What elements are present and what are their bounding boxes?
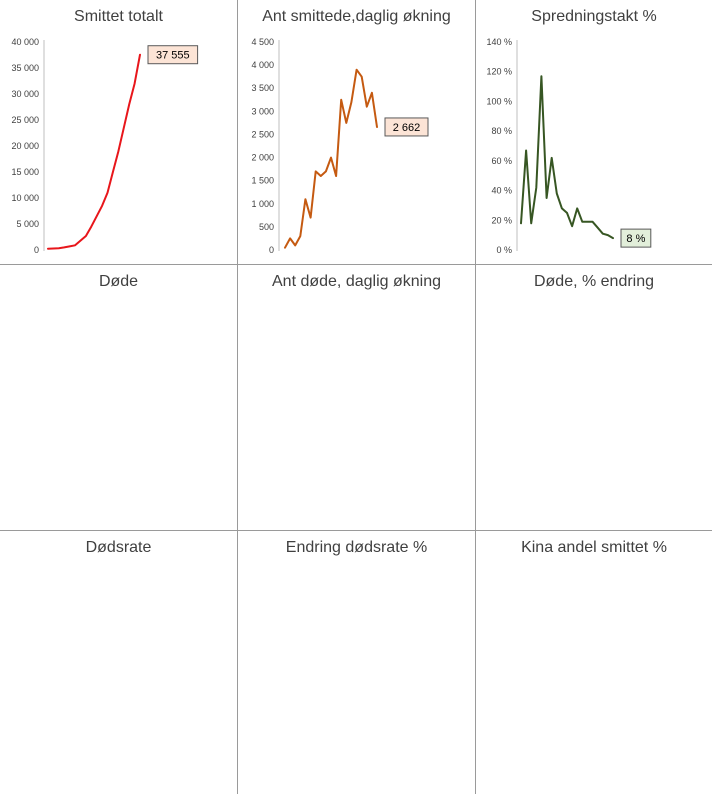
y-tick-label: 4 000 xyxy=(251,60,274,70)
y-tick-label: 140 % xyxy=(486,37,512,47)
y-tick-label: 5 000 xyxy=(16,219,39,229)
chart-svg: 0 500 1 000 1 500 2 000 2 500 3 000 3 500 4 000 4… xyxy=(251,37,429,255)
chart-title: Døde, % endring xyxy=(533,273,655,290)
svg-text:2 662: 2 662 xyxy=(393,122,421,134)
y-tick-label: 1 000 xyxy=(251,199,274,209)
y-tick-label: 25 000 xyxy=(11,115,39,125)
chart-title: Smittet totalt xyxy=(74,8,163,25)
series-line xyxy=(284,68,378,249)
chart-title: Ant smittede,daglig økning xyxy=(262,8,451,25)
chart-svg: 0 5 000 10 000 15 000 20 000 25 000 30 000 35 0… xyxy=(11,37,199,255)
end-value-label: 37 555 xyxy=(147,45,199,65)
end-value-label: 8 % xyxy=(620,228,652,248)
y-tick-label: 35 000 xyxy=(11,63,39,73)
y-tick-label: 80 % xyxy=(491,126,512,136)
y-tick-label: 500 xyxy=(259,222,274,232)
chart-title: Spredningstakt % xyxy=(531,8,657,25)
chart-panel-ant-dode-daglig: Ant døde, daglig økning 0102030405060708… xyxy=(238,265,475,530)
y-tick-label: 60 % xyxy=(491,156,512,166)
chart-title: Ant døde, daglig økning xyxy=(272,273,441,290)
y-tick-label: 4 500 xyxy=(251,37,274,47)
y-tick-label: 0 xyxy=(269,245,274,255)
series-line xyxy=(520,75,614,240)
y-tick-label: 1 500 xyxy=(251,176,274,186)
chart-panel-spredningstakt: Spredningstakt % 0 % 20 % 40 % 60 % 80 % 100 … xyxy=(476,0,712,264)
y-tick-label: 20 % xyxy=(491,215,512,225)
chart-panel-kina-andel: Kina andel smittet % 96,0 %96,5 %97,0 %9… xyxy=(476,531,712,794)
chart-panel-dode-endring: Døde, % endring 0%20%40%60%80%100%120%12… xyxy=(476,265,712,530)
y-tick-label: 40 % xyxy=(491,186,512,196)
chart-svg: 0 % 20 % 40 % 60 % 80 % 100 % 120 % 140 % 8 % xyxy=(486,37,652,255)
y-tick-label: 15 000 xyxy=(11,167,39,177)
panel-divider xyxy=(237,0,238,794)
y-tick-label: 3 000 xyxy=(251,106,274,116)
y-tick-label: 20 000 xyxy=(11,141,39,151)
chart-title: Dødsrate xyxy=(85,539,152,556)
y-tick-label: 0 xyxy=(34,245,39,255)
y-tick-label: 100 % xyxy=(486,96,512,106)
y-tick-label: 10 000 xyxy=(11,193,39,203)
chart-title: Døde xyxy=(98,273,139,290)
panel-divider xyxy=(0,530,712,531)
panel-divider xyxy=(475,0,476,794)
chart-panel-dode: Døde 0100200300400500600700800900813 xyxy=(0,265,237,530)
y-tick-label: 120 % xyxy=(486,67,512,77)
chart-svg: 0,00 %0,50 %1,00 %1,50 %2,00 %2,50 %3,00… xyxy=(0,531,237,794)
chart-title: Endring dødsrate % xyxy=(285,539,428,556)
chart-title: Kina andel smittet % xyxy=(521,539,667,556)
y-tick-label: 2 000 xyxy=(251,153,274,163)
chart-panel-endring-dodsrate: Endring dødsrate % -40,0 %-20,0 %0,0 %20… xyxy=(238,531,475,794)
chart-panel-dodsrate: Dødsrate 0,00 %0,50 %1,00 %1,50 %2,00 %2… xyxy=(0,531,237,794)
chart-svg: 010203040506070809010089 xyxy=(238,265,475,530)
chart-svg: 96,0 %96,5 %97,0 %97,5 %98,0 %98,5 %99,0… xyxy=(476,531,712,794)
end-value-label: 2 662 xyxy=(384,117,429,137)
chart-panel-smittet-totalt: Smittet totalt 0 5 000 10 000 15 000 20 000 2… xyxy=(0,0,237,264)
y-tick-label: 30 000 xyxy=(11,89,39,99)
svg-text:8 %: 8 % xyxy=(626,233,645,245)
chart-svg: 0100200300400500600700800900813 xyxy=(0,265,237,530)
y-tick-label: 0 % xyxy=(496,245,512,255)
svg-text:37 555: 37 555 xyxy=(156,50,190,62)
series-line xyxy=(47,53,141,250)
chart-svg: 0%20%40%60%80%100%120%12 % xyxy=(476,265,712,530)
chart-panel-ant-smittede-daglig: Ant smittede,daglig økning 0 500 1 000 1 50… xyxy=(238,0,475,264)
y-tick-label: 3 500 xyxy=(251,83,274,93)
chart-svg: -40,0 %-20,0 %0,0 %20,0 %40,0 %60,0 %80,… xyxy=(238,531,475,794)
y-tick-label: 2 500 xyxy=(251,129,274,139)
y-tick-label: 40 000 xyxy=(11,37,39,47)
panel-divider xyxy=(0,264,712,265)
